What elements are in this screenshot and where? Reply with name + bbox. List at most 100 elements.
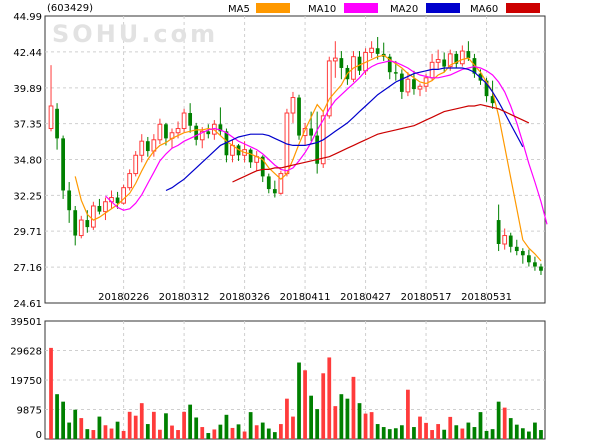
candle-body xyxy=(290,97,296,114)
volume-bar xyxy=(454,425,459,439)
volume-bar xyxy=(49,347,53,439)
volume-bar xyxy=(399,425,404,439)
volume-bar xyxy=(97,416,102,439)
candle-body xyxy=(90,205,96,228)
volume-bar xyxy=(436,424,441,439)
volume-bar xyxy=(188,404,193,439)
volume-bar xyxy=(115,421,120,439)
volume-bar xyxy=(73,409,78,439)
candle-body xyxy=(297,97,301,136)
volume-bar xyxy=(297,362,301,439)
volume-bar xyxy=(527,431,531,439)
candle-body xyxy=(375,48,380,54)
candle-body xyxy=(496,220,501,244)
volume-bar xyxy=(79,418,84,439)
price-tick-label: 39.89 xyxy=(13,84,42,95)
legend-swatch xyxy=(256,3,290,13)
volume-bar xyxy=(508,418,513,439)
candle-body xyxy=(133,154,139,175)
volume-bar xyxy=(478,412,483,439)
candle-body xyxy=(78,219,84,237)
price-axis: 44.99 42.44 39.89 37.35 34.80 32.25 29.71 27.16… xyxy=(13,12,42,310)
ma60-line xyxy=(232,103,530,183)
volume-bar xyxy=(61,401,65,439)
candle-body xyxy=(527,255,531,263)
ma5-line xyxy=(74,54,542,262)
moving-average-lines xyxy=(74,54,548,262)
volume-bar xyxy=(164,413,168,439)
volume-bar xyxy=(285,398,289,439)
candle-body xyxy=(387,56,392,73)
volume-bar xyxy=(430,430,434,439)
candle-body xyxy=(260,156,265,177)
volume-bar xyxy=(103,425,108,439)
candle-body xyxy=(369,47,374,53)
volume-bar xyxy=(442,429,447,439)
volume-bar xyxy=(145,424,150,439)
volume-bar xyxy=(224,414,229,439)
volume-bar xyxy=(520,428,525,439)
volume-bar xyxy=(460,428,465,439)
volume-bar xyxy=(218,424,223,439)
price-tick-label: 44.99 xyxy=(13,12,42,23)
watermark-logo: SOHU.com xyxy=(52,20,218,48)
volume-bar xyxy=(182,411,186,439)
svg-text:SOHU.com: SOHU.com xyxy=(52,20,218,48)
volume-bar xyxy=(327,357,332,439)
candle-body xyxy=(302,128,308,137)
candle-body xyxy=(399,73,404,92)
volume-axis: 39501 29628 19750 9875 0 xyxy=(10,317,42,440)
candle-body xyxy=(127,173,133,189)
volume-bar xyxy=(357,403,362,439)
volume-bar xyxy=(345,398,350,439)
legend-swatch xyxy=(344,3,378,13)
volume-bar xyxy=(121,430,126,439)
volume-bar xyxy=(303,370,307,439)
volume-bar xyxy=(236,424,241,439)
volume-bar xyxy=(133,415,138,439)
volume-bar xyxy=(412,427,416,439)
volume-bar xyxy=(448,416,453,439)
candle-body xyxy=(164,124,168,139)
volume-bar xyxy=(514,424,519,439)
date-label: 20180427 xyxy=(340,292,391,303)
candle-body xyxy=(466,51,471,59)
volume-bar xyxy=(91,430,96,439)
candle-body xyxy=(520,251,525,256)
candle-body xyxy=(272,189,277,194)
candle-body xyxy=(393,72,398,74)
candle-body xyxy=(435,59,441,63)
legend-label: MA5 xyxy=(228,4,250,15)
price-tick-label: 29.71 xyxy=(13,227,42,238)
candle-body xyxy=(157,123,163,141)
candle-body xyxy=(484,80,489,97)
volume-bar xyxy=(424,422,428,439)
candle-body xyxy=(502,235,508,245)
date-label: 20180312 xyxy=(159,292,210,303)
ma20-line xyxy=(165,67,524,192)
volume-bar xyxy=(206,433,211,439)
candle-body xyxy=(539,266,543,271)
volume-bar xyxy=(387,429,392,439)
date-label: 20180517 xyxy=(401,292,452,303)
candle-body xyxy=(194,125,199,140)
price-tick-label: 34.80 xyxy=(13,156,42,167)
candle-body xyxy=(115,197,120,204)
volume-tick-label: 19750 xyxy=(10,376,42,387)
candle-body xyxy=(514,246,519,252)
candle-body xyxy=(85,220,90,228)
volume-bar xyxy=(194,417,199,439)
volume-tick-label: 9875 xyxy=(17,406,42,417)
volume-bar xyxy=(406,389,410,439)
date-label: 20180411 xyxy=(280,292,331,303)
volume-bar xyxy=(200,427,205,439)
candle-body xyxy=(417,85,423,90)
candle-body xyxy=(236,145,241,156)
volume-bar xyxy=(248,412,253,439)
candle-body xyxy=(248,149,253,163)
candle-body xyxy=(224,131,229,156)
legend-label: MA20 xyxy=(390,4,418,15)
candle-body xyxy=(175,128,181,134)
candle-body xyxy=(48,105,54,130)
candle-body xyxy=(447,53,453,68)
